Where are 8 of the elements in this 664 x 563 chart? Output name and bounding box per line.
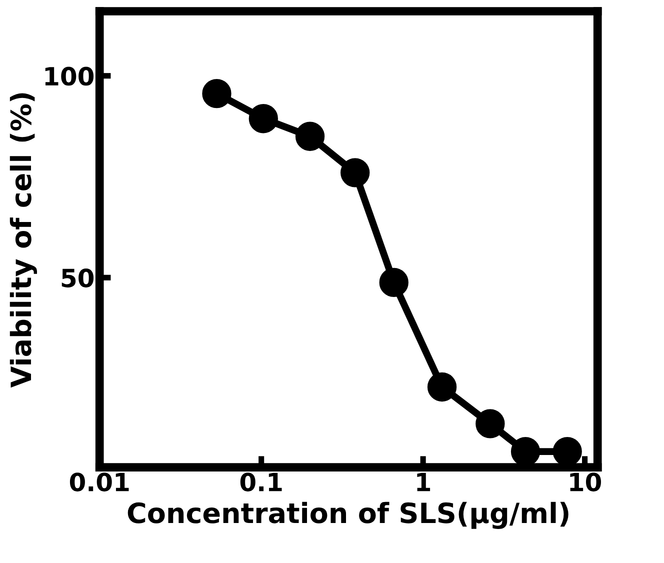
x-tick-label: 0.1 [240,472,282,492]
y-tick-label: 50 [62,268,94,288]
x-tick-label: 1 [417,472,430,492]
y-tick-label: 100 [45,66,94,86]
x-axis-title: Concentration of SLS(μg/ml) [128,502,568,530]
y-axis-title: Viability of cell (%) [10,93,37,388]
x-tick-label: 10 [570,472,601,492]
x-tick-label: 0.01 [70,472,129,492]
